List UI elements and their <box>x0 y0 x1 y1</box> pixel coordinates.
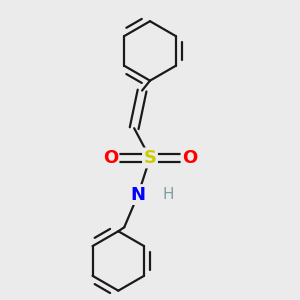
Text: H: H <box>162 187 174 202</box>
Text: O: O <box>182 149 197 167</box>
Text: S: S <box>143 149 157 167</box>
Text: N: N <box>130 186 146 204</box>
Text: O: O <box>103 149 118 167</box>
